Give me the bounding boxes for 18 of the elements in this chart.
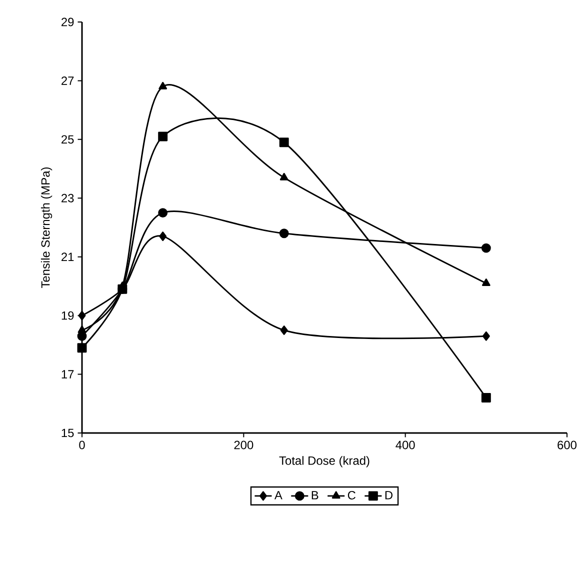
x-tick-label: 600 <box>558 440 577 450</box>
x-tick-label: 200 <box>234 440 254 450</box>
y-tick-label: 21 <box>62 252 74 262</box>
y-tick-label: 29 <box>62 18 74 26</box>
y-tick-label: 25 <box>62 135 74 144</box>
legend-label: C <box>348 491 356 500</box>
legend-label: A <box>274 491 282 500</box>
y-tick-label: 17 <box>62 370 74 378</box>
y-tick-label: 27 <box>62 76 74 85</box>
x-axis-title: Total Dose (krad) <box>279 456 370 468</box>
y-tick-label: 23 <box>62 194 74 202</box>
y-axis-title: Tensile Sterngth (MPa) <box>40 167 52 288</box>
legend-label: B <box>312 491 318 500</box>
y-tick-label: 19 <box>62 311 74 320</box>
x-tick-label: 0 <box>79 440 85 450</box>
y-tick-label: 15 <box>62 428 74 438</box>
x-tick-label: 400 <box>396 440 415 450</box>
legend-label: D <box>385 491 392 500</box>
